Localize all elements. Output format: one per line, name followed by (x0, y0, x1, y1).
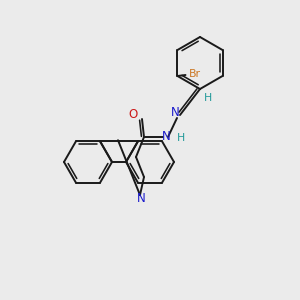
Text: H: H (177, 133, 185, 143)
Text: N: N (171, 106, 179, 118)
Text: O: O (128, 109, 138, 122)
Text: Br: Br (188, 69, 200, 79)
Text: N: N (136, 191, 146, 205)
Text: H: H (204, 93, 212, 103)
Text: N: N (162, 130, 170, 142)
